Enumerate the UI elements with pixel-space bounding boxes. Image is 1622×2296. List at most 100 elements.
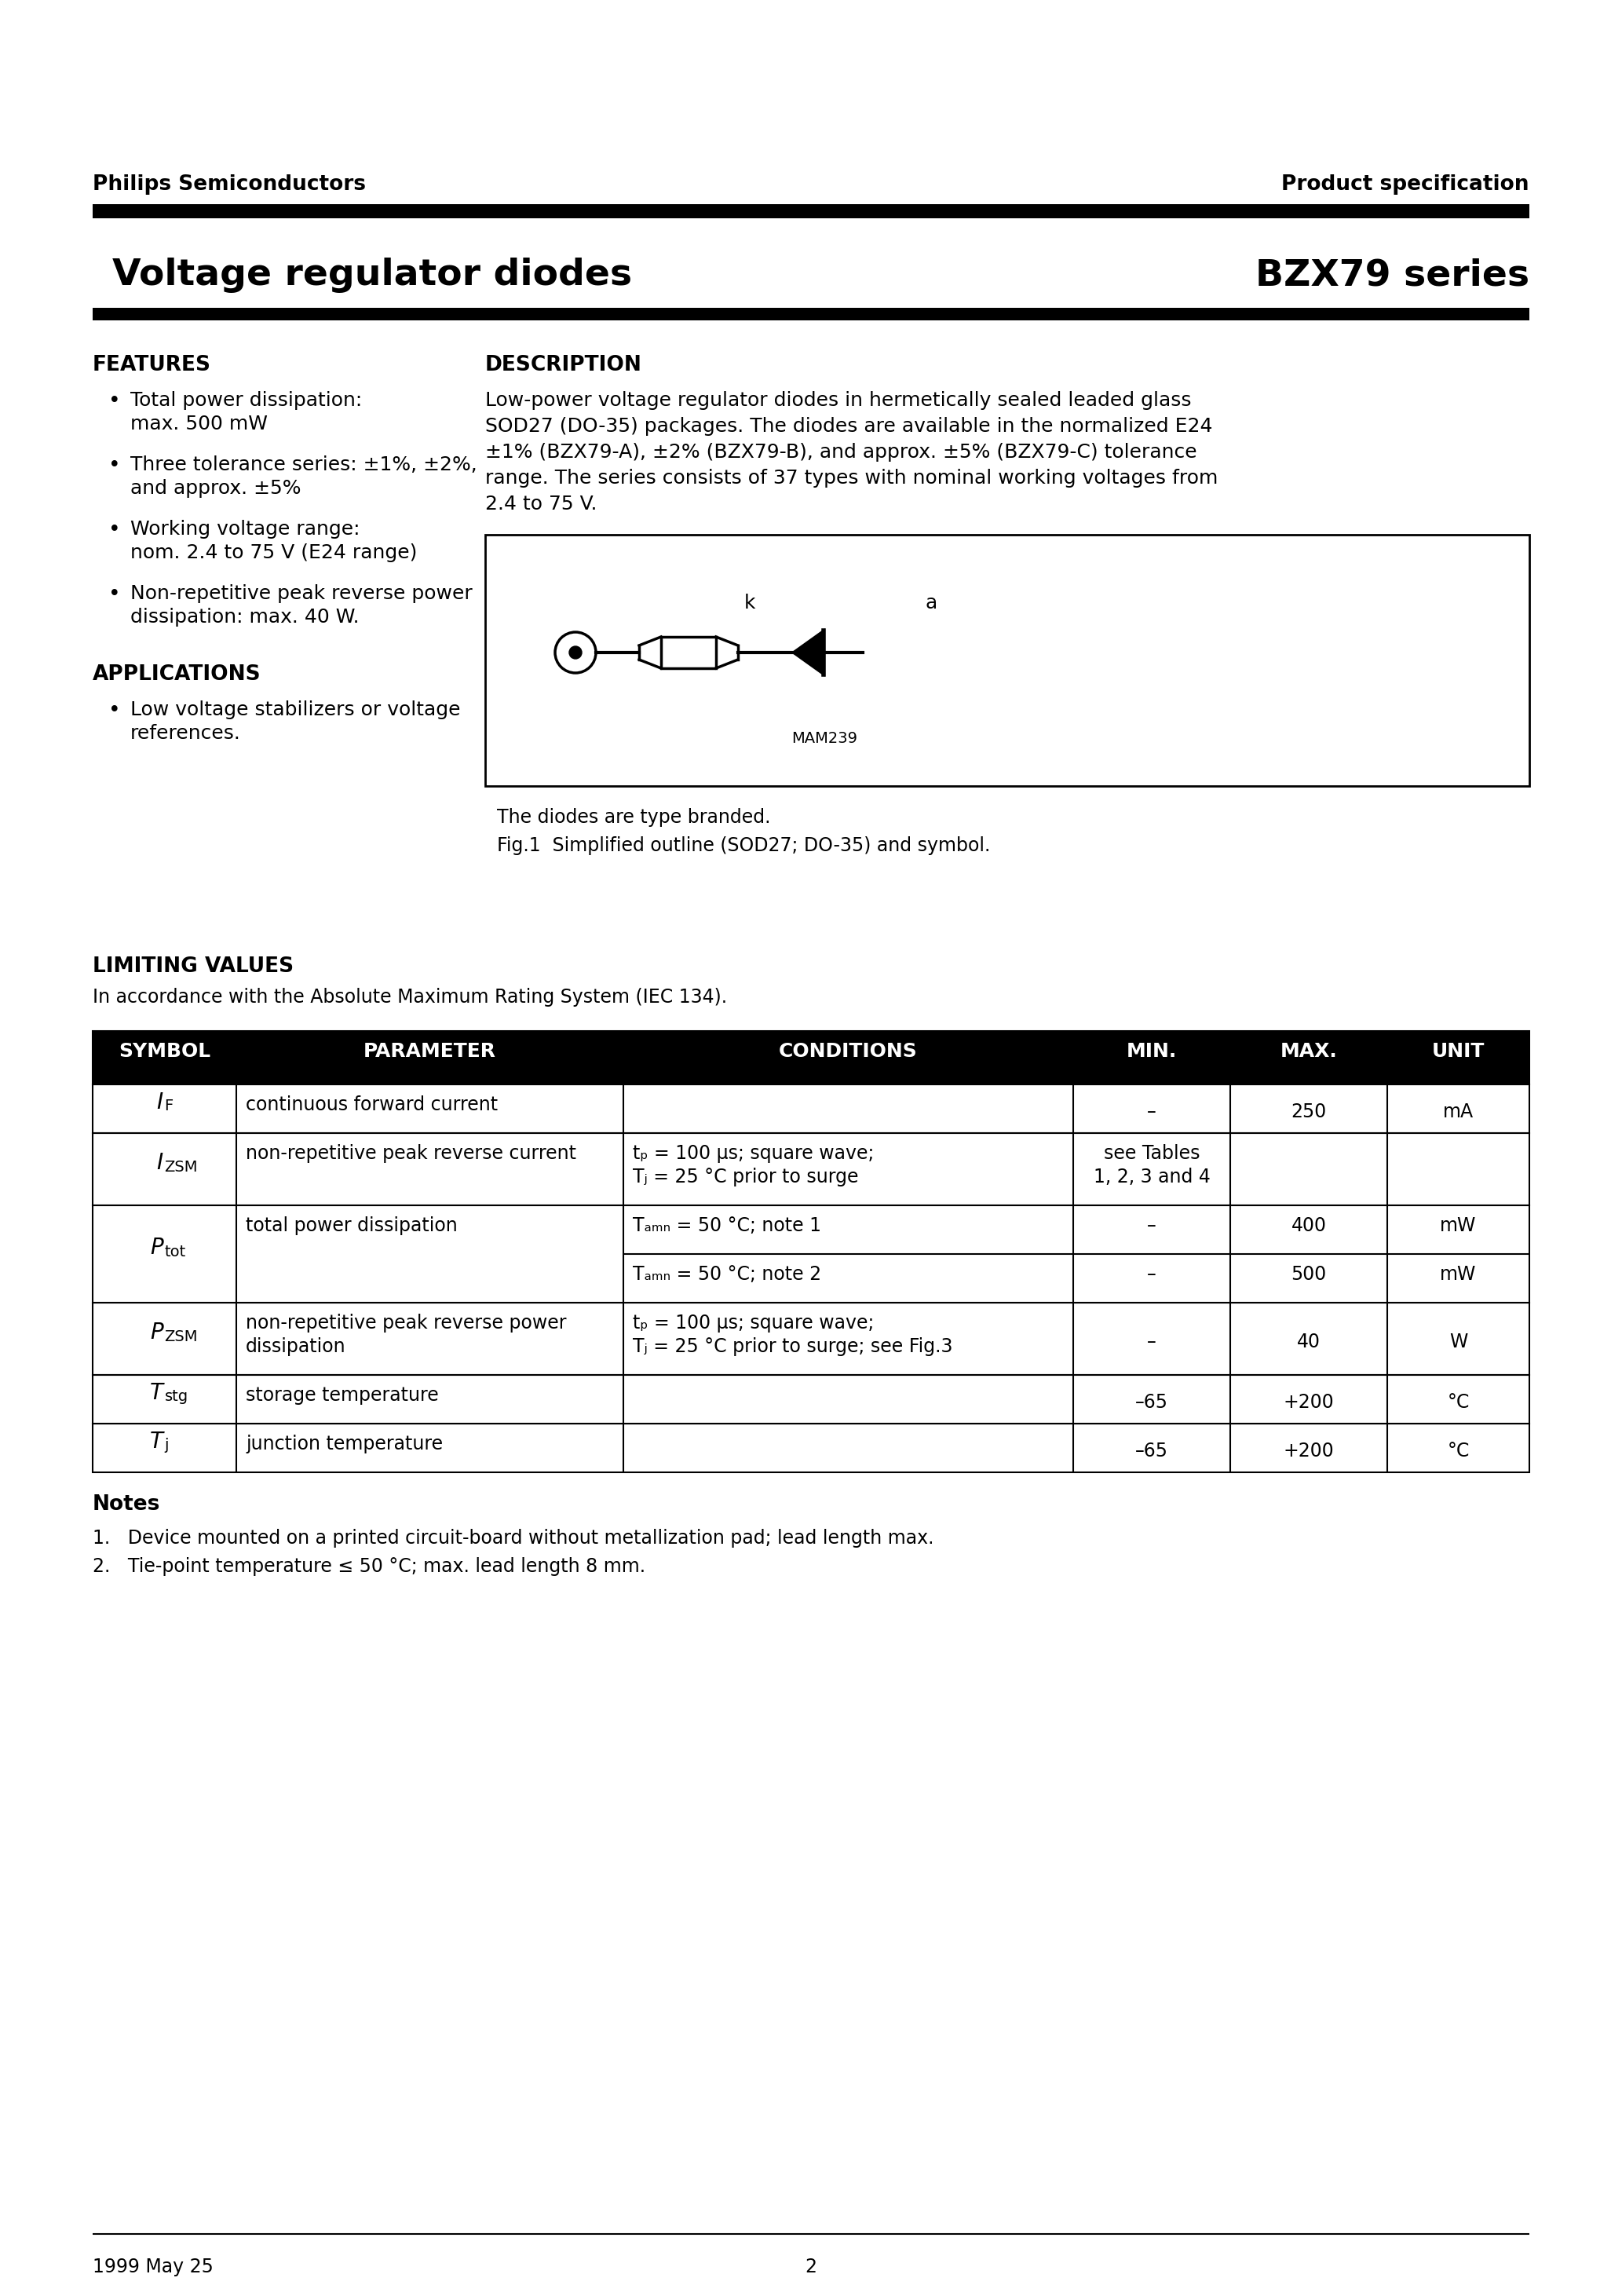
- Text: T: T: [149, 1430, 162, 1453]
- Text: •: •: [109, 583, 120, 604]
- Text: –65: –65: [1135, 1394, 1168, 1412]
- Text: total power dissipation: total power dissipation: [247, 1217, 457, 1235]
- Text: 250: 250: [1291, 1102, 1327, 1120]
- Text: •: •: [109, 455, 120, 475]
- Text: tₚ = 100 μs; square wave;: tₚ = 100 μs; square wave;: [633, 1143, 874, 1162]
- Bar: [92, 1031, 1530, 1084]
- Text: T: T: [149, 1382, 162, 1403]
- Text: k: k: [744, 595, 756, 613]
- Text: –: –: [1147, 1265, 1156, 1283]
- Text: see Tables: see Tables: [1103, 1143, 1200, 1162]
- Text: mA: mA: [1444, 1102, 1474, 1120]
- Bar: [92, 1031, 1530, 1084]
- Text: non-repetitive peak reverse current: non-repetitive peak reverse current: [247, 1143, 576, 1162]
- Text: stg: stg: [164, 1389, 188, 1405]
- Text: and approx. ±5%: and approx. ±5%: [130, 480, 302, 498]
- Text: DESCRIPTION: DESCRIPTION: [485, 356, 642, 374]
- Text: dissipation: max. 40 W.: dissipation: max. 40 W.: [130, 608, 360, 627]
- Text: references.: references.: [130, 723, 242, 744]
- Text: –: –: [1147, 1217, 1156, 1235]
- Text: °C: °C: [1447, 1442, 1470, 1460]
- Text: •: •: [109, 390, 120, 411]
- Text: In accordance with the Absolute Maximum Rating System (IEC 134).: In accordance with the Absolute Maximum …: [92, 987, 727, 1006]
- Text: APPLICATIONS: APPLICATIONS: [92, 664, 261, 684]
- Text: junction temperature: junction temperature: [247, 1435, 443, 1453]
- Text: MAM239: MAM239: [792, 730, 858, 746]
- Bar: [92, 204, 1530, 218]
- Text: continuous forward current: continuous forward current: [247, 1095, 498, 1114]
- Text: range. The series consists of 37 types with nominal working voltages from: range. The series consists of 37 types w…: [485, 468, 1218, 487]
- Text: Low voltage stabilizers or voltage: Low voltage stabilizers or voltage: [130, 700, 461, 719]
- Text: FEATURES: FEATURES: [92, 356, 211, 374]
- Bar: [92, 1205, 1530, 1302]
- Text: LIMITING VALUES: LIMITING VALUES: [92, 957, 294, 976]
- Text: SYMBOL: SYMBOL: [118, 1042, 211, 1061]
- Bar: [92, 1302, 1530, 1375]
- Text: 1999 May 25: 1999 May 25: [92, 2257, 214, 2275]
- Text: P: P: [149, 1322, 162, 1343]
- Polygon shape: [793, 631, 824, 675]
- Text: CONDITIONS: CONDITIONS: [779, 1042, 918, 1061]
- Text: 2.4 to 75 V.: 2.4 to 75 V.: [485, 494, 597, 514]
- Text: –: –: [1147, 1102, 1156, 1120]
- Text: Non-repetitive peak reverse power: Non-repetitive peak reverse power: [130, 583, 472, 604]
- Text: 2.   Tie-point temperature ≤ 50 °C; max. lead length 8 mm.: 2. Tie-point temperature ≤ 50 °C; max. l…: [92, 1557, 646, 1575]
- Text: •: •: [109, 700, 120, 721]
- Text: ±1% (BZX79-A), ±2% (BZX79-B), and approx. ±5% (BZX79-C) tolerance: ±1% (BZX79-A), ±2% (BZX79-B), and approx…: [485, 443, 1197, 461]
- Text: non-repetitive peak reverse power: non-repetitive peak reverse power: [247, 1313, 566, 1332]
- Text: a: a: [925, 595, 938, 613]
- Text: Tⱼ = 25 °C prior to surge; see Fig.3: Tⱼ = 25 °C prior to surge; see Fig.3: [633, 1336, 952, 1357]
- Text: Tⱼ = 25 °C prior to surge: Tⱼ = 25 °C prior to surge: [633, 1169, 858, 1187]
- Text: –: –: [1147, 1332, 1156, 1352]
- Bar: [92, 1084, 1530, 1134]
- Bar: [92, 308, 1530, 321]
- Text: 1.   Device mounted on a printed circuit-board without metallization pad; lead l: 1. Device mounted on a printed circuit-b…: [92, 1529, 934, 1548]
- Text: SOD27 (DO-35) packages. The diodes are available in the normalized E24: SOD27 (DO-35) packages. The diodes are a…: [485, 418, 1213, 436]
- Text: dissipation: dissipation: [247, 1336, 345, 1357]
- Text: –65: –65: [1135, 1442, 1168, 1460]
- Text: W: W: [1448, 1332, 1468, 1352]
- Text: PARAMETER: PARAMETER: [363, 1042, 496, 1061]
- Circle shape: [569, 645, 582, 659]
- Text: I: I: [157, 1153, 162, 1173]
- Text: The diodes are type branded.: The diodes are type branded.: [496, 808, 770, 827]
- Text: BZX79 series: BZX79 series: [1255, 257, 1530, 294]
- Text: j: j: [164, 1437, 169, 1453]
- Text: F: F: [164, 1100, 174, 1114]
- Text: Tₐₘₙ = 50 °C; note 2: Tₐₘₙ = 50 °C; note 2: [633, 1265, 821, 1283]
- Text: Product specification: Product specification: [1281, 174, 1530, 195]
- Bar: [92, 1375, 1530, 1424]
- Text: 1, 2, 3 and 4: 1, 2, 3 and 4: [1093, 1169, 1210, 1187]
- Text: mW: mW: [1440, 1217, 1476, 1235]
- Text: 400: 400: [1291, 1217, 1327, 1235]
- Text: 2: 2: [805, 2257, 817, 2275]
- Text: MIN.: MIN.: [1127, 1042, 1178, 1061]
- Text: Low-power voltage regulator diodes in hermetically sealed leaded glass: Low-power voltage regulator diodes in he…: [485, 390, 1192, 411]
- Text: Three tolerance series: ±1%, ±2%,: Three tolerance series: ±1%, ±2%,: [130, 455, 477, 475]
- Text: tot: tot: [164, 1244, 187, 1258]
- Text: P: P: [149, 1238, 162, 1258]
- Text: I: I: [157, 1091, 162, 1114]
- Bar: [662, 636, 715, 668]
- Text: 40: 40: [1298, 1332, 1320, 1352]
- Text: storage temperature: storage temperature: [247, 1387, 438, 1405]
- Text: Working voltage range:: Working voltage range:: [130, 519, 360, 540]
- Text: ZSM: ZSM: [164, 1329, 198, 1343]
- Text: 500: 500: [1291, 1265, 1327, 1283]
- Text: mW: mW: [1440, 1265, 1476, 1283]
- Text: Total power dissipation:: Total power dissipation:: [130, 390, 362, 411]
- Text: UNIT: UNIT: [1432, 1042, 1484, 1061]
- Text: •: •: [109, 519, 120, 540]
- Text: ZSM: ZSM: [164, 1159, 198, 1173]
- Bar: [92, 1424, 1530, 1472]
- Text: Philips Semiconductors: Philips Semiconductors: [92, 174, 367, 195]
- Text: Voltage regulator diodes: Voltage regulator diodes: [112, 257, 633, 294]
- Text: max. 500 mW: max. 500 mW: [130, 416, 268, 434]
- Text: Fig.1  Simplified outline (SOD27; DO-35) and symbol.: Fig.1 Simplified outline (SOD27; DO-35) …: [496, 836, 991, 854]
- Text: tₚ = 100 μs; square wave;: tₚ = 100 μs; square wave;: [633, 1313, 874, 1332]
- Text: +200: +200: [1283, 1394, 1335, 1412]
- Text: Notes: Notes: [92, 1495, 161, 1515]
- Text: MAX.: MAX.: [1280, 1042, 1337, 1061]
- Bar: [485, 535, 1530, 785]
- Text: Tₐₘₙ = 50 °C; note 1: Tₐₘₙ = 50 °C; note 1: [633, 1217, 821, 1235]
